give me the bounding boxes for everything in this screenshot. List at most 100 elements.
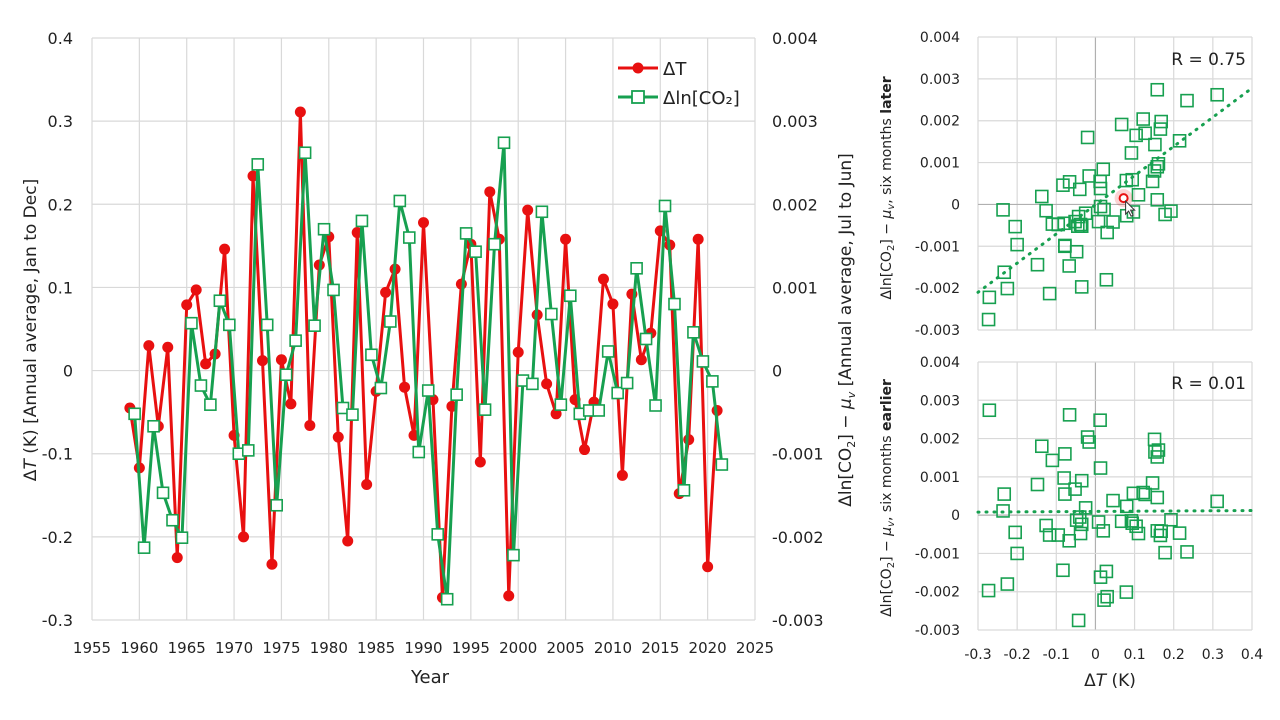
scatter-point — [1150, 82, 1165, 97]
x-tick-label: 2020 — [689, 639, 727, 657]
scatter-point — [1158, 545, 1172, 560]
data-point-co2 — [497, 136, 511, 150]
scatter-point — [1164, 512, 1178, 527]
data-point-co2 — [630, 262, 643, 275]
data-point-co2 — [402, 231, 416, 244]
data-point-delta-t — [579, 444, 591, 456]
scatter-point — [1129, 128, 1143, 143]
scatter-point — [1148, 137, 1162, 152]
y-tick-label: 0.003 — [920, 393, 960, 409]
scatter-point — [1071, 613, 1086, 628]
x-tick-label: 2005 — [546, 639, 584, 657]
data-point-delta-t — [256, 355, 268, 367]
scatter-point — [1056, 178, 1070, 192]
scatter-point — [981, 312, 996, 327]
legend-entry-co2: Δln[CO₂] — [618, 88, 740, 109]
scatter-point — [997, 265, 1012, 280]
scatter-point — [982, 290, 997, 305]
scatter-point — [1078, 501, 1093, 515]
data-point-co2 — [687, 326, 700, 339]
x-tick-label: 2025 — [736, 639, 774, 657]
scatter-point — [1062, 259, 1077, 273]
data-point-co2 — [241, 444, 255, 457]
scatter-earlier-y-axis-label: Δln[CO2] − μv, six months earlier — [879, 379, 897, 617]
data-point-delta-t — [484, 186, 496, 198]
y-tick-label: -0.001 — [915, 239, 960, 255]
scatter-point — [1008, 525, 1022, 540]
data-point-co2 — [639, 332, 653, 346]
scatter-point — [1008, 219, 1022, 234]
trendline — [976, 509, 1254, 514]
scatter-point — [1074, 280, 1089, 294]
x-tick-label: 0 — [1091, 647, 1100, 663]
scatter-point — [1091, 515, 1106, 529]
series-lines — [124, 106, 729, 606]
scatter-point — [1035, 189, 1049, 204]
data-point-co2 — [194, 379, 208, 392]
scatter-later-points — [976, 82, 1254, 327]
x-tick-label: 1990 — [404, 639, 442, 657]
data-point-co2 — [469, 245, 482, 258]
x-tick-label: -0.2 — [1003, 647, 1030, 663]
scatter-point — [1042, 286, 1057, 301]
data-point-co2 — [564, 289, 577, 303]
scatter-point — [1100, 589, 1114, 604]
y-tick-label: 0 — [951, 197, 960, 213]
scatter-point — [1073, 217, 1088, 232]
scatter-point — [1080, 430, 1095, 444]
data-point-co2 — [412, 445, 426, 459]
x-tick-label: 1985 — [357, 639, 395, 657]
data-point-co2 — [706, 375, 719, 388]
x-tick-label: 1970 — [215, 639, 253, 657]
scatter-point — [1051, 528, 1066, 542]
timeseries-chart: 0.40.30.20.10-0.1-0.2-0.3 0.0040.0030.00… — [21, 29, 858, 688]
scatter-point — [1114, 117, 1129, 132]
scatter-point — [1124, 514, 1139, 528]
data-point-delta-t — [399, 381, 411, 393]
y-tick-label: 0 — [951, 508, 960, 524]
scatter-point — [1145, 174, 1160, 189]
data-point-co2 — [270, 498, 283, 512]
data-point-delta-t — [597, 273, 609, 285]
scatter-point — [1082, 435, 1096, 449]
left-y-tick-label: -0.2 — [42, 528, 73, 547]
scatter-point — [1096, 162, 1111, 177]
right-y-tick-label: 0.004 — [772, 29, 818, 48]
y-tick-label: -0.002 — [915, 281, 960, 297]
mouse-cursor-icon — [1125, 199, 1136, 217]
data-point-co2 — [185, 316, 198, 330]
scatter-earlier-points — [976, 403, 1254, 628]
scatter-point — [1071, 209, 1086, 224]
data-point-delta-t — [702, 561, 714, 573]
data-point-delta-t — [635, 354, 647, 366]
scatter-x-tick-labels: -0.3 -0.2 -0.1 0 0.1 0.2 0.3 0.4 — [964, 647, 1263, 663]
scatter-point — [1010, 546, 1024, 561]
data-point-co2 — [535, 205, 549, 219]
left-y-tick-label: 0 — [63, 362, 73, 381]
scatter-point — [1180, 545, 1194, 559]
scatter-point — [1172, 134, 1187, 148]
data-point-delta-t — [692, 233, 704, 245]
x-tick-label: 2000 — [499, 639, 537, 657]
scatter-point — [1057, 471, 1071, 485]
right-y-axis-label: Δln[CO2] − μv [Annual average, Jul to Ju… — [836, 153, 858, 507]
data-point-co2 — [137, 541, 151, 554]
scatter-point — [1153, 122, 1168, 136]
y-tick-label: -0.003 — [915, 323, 960, 339]
left-y-tick-label: 0.2 — [48, 195, 73, 214]
scatter-later-grid — [977, 36, 1253, 331]
scatter-point — [1136, 112, 1150, 126]
data-point-co2 — [393, 194, 407, 208]
scatter-point — [1072, 182, 1087, 197]
scatter-point — [1114, 514, 1129, 529]
data-point-co2 — [696, 355, 710, 368]
scatter-point — [1000, 577, 1015, 591]
data-point-co2 — [260, 318, 274, 332]
scatter-point — [1119, 585, 1134, 599]
data-point-co2 — [147, 419, 160, 433]
data-point-co2 — [128, 407, 141, 421]
scatter-point — [1150, 524, 1165, 538]
scatter-later-chart: 0.0040.0030.0020.0010-0.001-0.002-0.003 … — [915, 30, 1254, 339]
scatter-point — [1058, 447, 1072, 461]
